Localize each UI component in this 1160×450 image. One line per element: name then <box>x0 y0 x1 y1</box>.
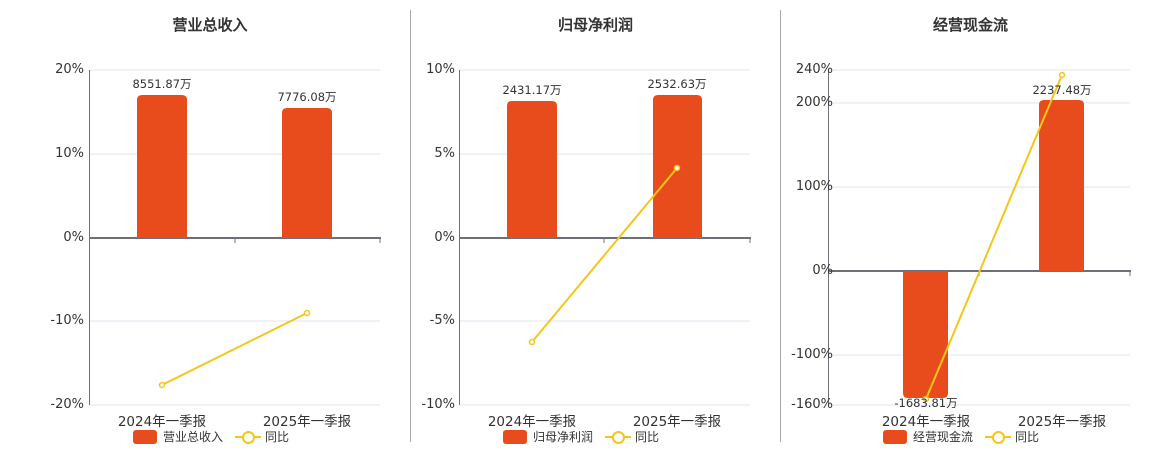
y-tick-label: -5% <box>429 313 455 328</box>
chart-panel-revenue: 营业总收入 20% 10% 0% -10% -20% 8551.87万 7776… <box>0 0 410 450</box>
line-legend-icon[interactable] <box>235 430 262 444</box>
y-tick-label: 100% <box>795 179 833 194</box>
chart-plot <box>459 69 751 406</box>
bar-value-label: 8551.87万 <box>132 77 192 91</box>
bar-2024 <box>507 101 557 238</box>
x-category-label: 2025年一季报 <box>1017 414 1107 430</box>
bar-value-label: 2431.17万 <box>502 83 562 97</box>
y-tick-label: -20% <box>50 397 84 412</box>
y-tick-label: -10% <box>50 313 84 328</box>
legend-label-bar[interactable]: 经营现金流 <box>913 430 974 444</box>
line-legend-icon[interactable] <box>605 430 632 444</box>
y-tick-label: 10% <box>55 146 84 161</box>
bar-legend-swatch[interactable] <box>883 429 907 444</box>
y-tick-label: -100% <box>791 347 833 362</box>
bar-2024 <box>137 95 187 238</box>
legend-label-bar[interactable]: 营业总收入 <box>163 430 224 444</box>
x-category-label: 2025年一季报 <box>632 414 722 430</box>
bar-value-label: 2532.63万 <box>647 77 707 91</box>
chart-title: 营业总收入 <box>172 16 248 34</box>
panel-divider <box>410 10 411 442</box>
chart-panel-net-profit: 归母净利润 10% 5% 0% -5% -10% 2431.17万 2532.6… <box>411 0 780 450</box>
legend-label-line[interactable]: 同比 <box>635 430 660 444</box>
y-tick-label: 20% <box>55 62 84 77</box>
bar-2025 <box>1039 100 1084 271</box>
chart-plot <box>89 69 381 406</box>
chart-panel-operating-cash-flow: 经营现金流 240% 200% 100% 0% -100% -160% -168… <box>781 0 1160 450</box>
panel-divider <box>780 10 781 442</box>
y-tick-label: -160% <box>791 397 833 412</box>
bar-value-label: 7776.08万 <box>277 90 337 104</box>
y-tick-label: 5% <box>434 146 455 161</box>
bar-value-label: 2237.48万 <box>1032 83 1092 97</box>
y-tick-label: 0% <box>812 263 833 278</box>
y-tick-label: 240% <box>795 62 833 77</box>
chart-title: 归母净利润 <box>557 16 633 34</box>
y-tick-label: 0% <box>434 230 455 245</box>
y-tick-label: 0% <box>63 230 84 245</box>
y-tick-label: -10% <box>421 397 455 412</box>
chart-legend: 营业总收入 同比 <box>133 428 289 445</box>
x-category-label: 2025年一季报 <box>262 414 352 430</box>
y-tick-label: 10% <box>426 62 455 77</box>
bar-legend-swatch[interactable] <box>133 429 157 444</box>
legend-label-line[interactable]: 同比 <box>1015 430 1040 444</box>
legend-label-bar[interactable]: 归母净利润 <box>533 430 594 444</box>
legend-label-line[interactable]: 同比 <box>265 430 290 444</box>
bar-value-label: -1683.81万 <box>894 396 958 410</box>
chart-legend: 经营现金流 同比 <box>883 428 1039 445</box>
bar-2025 <box>282 108 332 238</box>
x-category-label: 2024年一季报 <box>117 414 207 430</box>
chart-plot <box>828 69 1131 406</box>
bar-2024 <box>903 271 948 398</box>
chart-title: 经营现金流 <box>932 16 1008 34</box>
line-legend-icon[interactable] <box>985 430 1012 444</box>
y-tick-label: 200% <box>795 95 833 110</box>
x-category-label: 2024年一季报 <box>881 414 971 430</box>
bar-legend-swatch[interactable] <box>503 429 527 444</box>
x-category-label: 2024年一季报 <box>487 414 577 430</box>
chart-legend: 归母净利润 同比 <box>503 428 659 445</box>
